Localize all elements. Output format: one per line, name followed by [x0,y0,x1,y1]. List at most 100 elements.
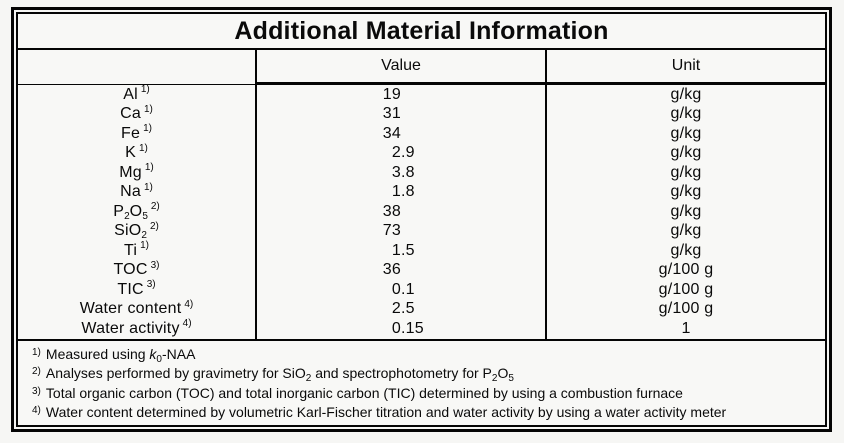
value-fraction-part: .8 [401,163,415,181]
parameter-cell: SiO2 2) [18,220,257,242]
unit-label: g/100 g [658,300,714,318]
parameter-label: Mg [119,164,142,182]
value-decimal-align: 0.1 [257,281,545,299]
value-fraction-part: .8 [401,183,415,201]
value-cell: 1.5 [257,241,547,261]
value-decimal-align: 2.9 [257,144,545,162]
text-segment: Ca [120,105,141,123]
value-cell: 2.5 [257,299,547,319]
table-title: Additional Material Information [234,16,609,45]
value-integer-part: 34 [382,124,401,142]
footnote-text: Analyses performed by gravimetry for SiO… [45,365,514,384]
footnote-reference: 2) [149,220,159,232]
table-header-row: Value Unit [18,50,825,85]
value-fraction-part: .5 [401,300,415,318]
parameter-label: Al [123,86,138,104]
parameter-label: TOC [114,261,148,279]
unit-cell: g/kg [547,105,825,125]
text-segment: O [129,202,143,220]
text-segment: 5 [142,210,148,222]
footnote-line: 1) Measured using k0-NAA [32,345,817,365]
table-row: Mg 1) 3.8 g/kg [18,162,825,183]
footnote-text: Measured using k0-NAA [46,345,196,365]
unit-label: g/100 g [658,280,714,298]
header-parameter-cell [18,50,257,85]
header-unit-cell: Unit [547,50,825,85]
value-fraction-part: .5 [401,241,415,259]
text-segment: 2 [141,230,147,242]
text-segment: Al [123,85,138,103]
text-segment: and spectrophotometry for P [311,365,492,381]
text-segment: Mg [119,163,142,181]
footnote-marker: 4) [32,405,41,416]
unit-cell: g/kg [547,183,825,203]
table-row: Water activity 4) 0.15 1 [18,318,825,339]
text-segment: 2 [491,373,498,384]
footnote-reference: 1) [143,123,152,135]
text-segment: SiO [114,222,142,240]
value-cell: 3.8 [257,163,547,183]
table-row: Ti 1) 1.5 g/kg [18,240,825,261]
value-decimal-align: 0.15 [257,320,545,338]
value-fraction-part: .9 [401,144,415,162]
value-integer-part: 2 [391,144,401,162]
parameter-cell: TOC 3) [18,260,257,280]
parameter-cell: Fe 1) [18,123,257,144]
header-unit-label: Unit [671,57,701,74]
header-value-cell: Value [257,50,547,85]
table-row: K 1) 2.9 g/kg [18,143,825,163]
table-row: Ca 1) 31 g/kg [18,104,825,125]
footnote-reference: 1) [140,240,150,252]
parameter-cell: P2O5 2) [18,201,257,222]
parameter-cell: Ti 1) [18,240,257,261]
text-segment: Na [120,183,141,201]
value-integer-part: 19 [382,85,401,103]
value-cell: 38 [257,202,547,222]
unit-label: g/kg [670,85,702,103]
value-integer-part: 1 [391,241,401,259]
material-information-table: Additional Material Information Value Un… [16,12,827,427]
unit-cell: g/100 g [547,300,825,320]
value-decimal-align: 3.8 [257,164,545,182]
footnote-text: Water content determined by volumetric K… [46,404,726,420]
text-segment: Analyses performed by gravimetry for SiO [45,365,306,381]
text-segment: 0 [156,353,162,365]
value-fraction-part [401,261,545,279]
unit-label: g/kg [670,202,702,220]
parameter-label: Ca [120,105,141,123]
unit-cell: g/100 g [547,280,825,300]
parameter-cell: Water activity 4) [18,318,257,339]
footnote-reference: 1) [144,162,154,174]
unit-label: 1 [681,319,691,337]
table-row: TOC 3) 36 g/100 g [18,260,825,280]
text-segment: k [149,345,157,362]
value-integer-part: 2 [391,300,401,318]
footnote-line: 2) Analyses performed by gravimetry for S… [32,364,817,384]
value-integer-part: 1 [391,183,401,201]
footnote-reference: 1) [140,84,150,96]
value-decimal-align: 34 [257,125,545,143]
footnote-marker: 2) [32,366,41,377]
header-value-label: Value [381,57,421,74]
value-decimal-align: 36 [257,261,545,279]
value-cell: 73 [257,221,547,241]
table-row: SiO2 2) 73 g/kg [18,220,825,242]
parameter-cell: Ca 1) [18,104,257,124]
value-decimal-align: 1.5 [257,242,545,260]
value-cell: 2.9 [257,143,547,163]
value-fraction-part [401,105,545,123]
parameter-label: Ti [124,242,137,260]
value-fraction-part [401,222,545,240]
unit-cell: g/kg [547,202,825,222]
unit-label: g/kg [670,144,702,162]
table-row: Fe 1) 34 g/kg [18,123,825,144]
value-decimal-align: 1.8 [257,183,545,201]
value-integer-part: 73 [382,222,401,240]
text-segment: -NAA [161,345,196,362]
value-cell: 36 [257,260,547,280]
table-title-row: Additional Material Information [18,14,825,50]
unit-label: g/kg [670,241,702,259]
text-segment: 2 [305,373,312,384]
value-fraction-part: .15 [401,319,424,337]
parameter-label: SiO2 [114,222,147,242]
